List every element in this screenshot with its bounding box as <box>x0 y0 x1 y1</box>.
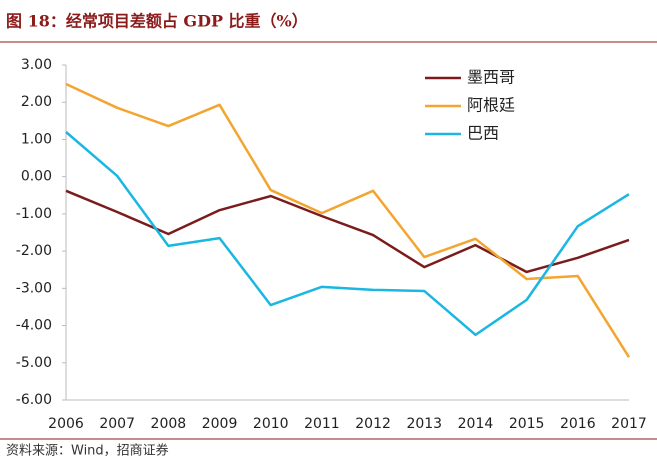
x-tick-label: 2010 <box>253 416 289 432</box>
legend-label: 阿根廷 <box>467 96 515 115</box>
chart-title: 图 18：经常项目差额占 GDP 比重（%） <box>6 12 308 31</box>
x-tick-label: 2013 <box>406 416 442 432</box>
x-tick-label: 2012 <box>355 416 391 432</box>
y-tick-label: -3.00 <box>16 280 52 296</box>
y-tick-label: -2.00 <box>16 243 52 259</box>
x-tick-label: 2009 <box>202 416 238 432</box>
series-line <box>65 189 630 274</box>
y-tick-label: -1.00 <box>16 206 52 222</box>
x-tick-label: 2008 <box>151 416 187 432</box>
y-tick-label: 1.00 <box>21 131 52 147</box>
legend-label: 墨西哥 <box>467 68 515 87</box>
x-tick-label: 2011 <box>304 416 340 432</box>
y-tick-label: -4.00 <box>16 318 52 334</box>
x-tick-label: 2016 <box>560 416 596 432</box>
y-tick-label: 0.00 <box>21 169 52 185</box>
legend-label: 巴西 <box>467 124 499 143</box>
y-tick-label: 2.00 <box>21 94 52 110</box>
y-tick-label: -5.00 <box>16 355 52 371</box>
source: 资料来源：Wind，招商证券 <box>6 443 169 459</box>
x-tick-label: 2015 <box>509 416 545 432</box>
x-tick-label: 2006 <box>48 416 84 432</box>
x-tick-label: 2017 <box>611 416 647 432</box>
series-line <box>65 131 630 337</box>
y-tick-label: -6.00 <box>16 392 52 408</box>
x-tick-label: 2007 <box>99 416 135 432</box>
series-line <box>65 82 631 358</box>
x-tick-label: 2014 <box>458 416 494 432</box>
y-tick-label: 3.00 <box>21 57 52 73</box>
